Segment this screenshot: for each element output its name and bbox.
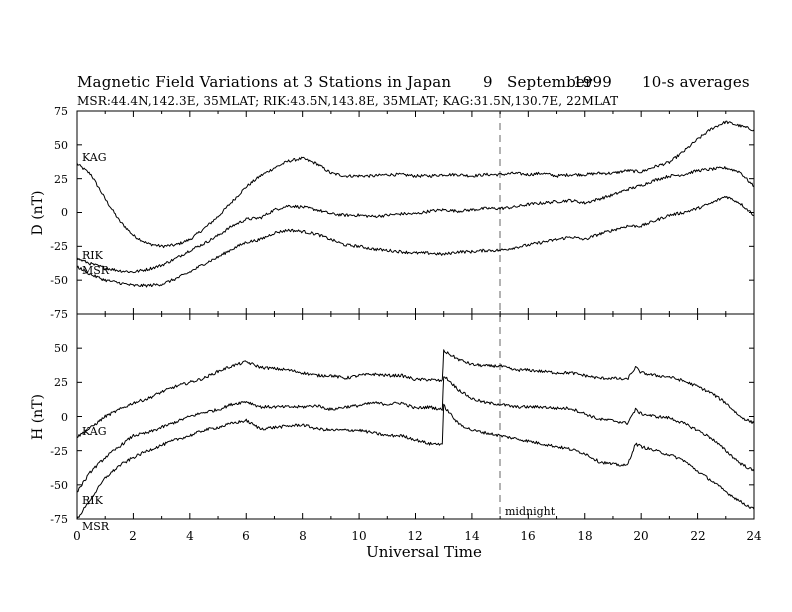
averaging-label: 10-s averages bbox=[642, 73, 750, 91]
h-ytick-label: -50 bbox=[50, 479, 68, 492]
d-rik-label: RIK bbox=[82, 249, 104, 262]
midnight-label: midnight bbox=[505, 505, 556, 518]
xtick-label: 24 bbox=[746, 529, 762, 543]
x-axis-label: Universal Time bbox=[366, 543, 482, 561]
h-ytick-label: 50 bbox=[54, 342, 68, 355]
h-ytick-label: 25 bbox=[54, 376, 68, 389]
xtick-label: 2 bbox=[129, 529, 137, 543]
d-ytick-label: -50 bbox=[50, 274, 68, 287]
xtick-label: 10 bbox=[351, 529, 366, 543]
h-series-rik bbox=[76, 376, 755, 493]
xtick-label: 16 bbox=[520, 529, 535, 543]
d-msr-label: MSR bbox=[82, 264, 110, 277]
h-ytick-label: -75 bbox=[50, 513, 68, 526]
xtick-label: 22 bbox=[690, 529, 705, 543]
d-axis-label: D (nT) bbox=[30, 191, 46, 236]
d-ytick-label: 25 bbox=[54, 173, 68, 186]
d-ytick-label: 75 bbox=[54, 105, 68, 118]
h-axis-label: H (nT) bbox=[30, 394, 46, 440]
xtick-label: 0 bbox=[73, 529, 81, 543]
d-ytick-label: -75 bbox=[50, 308, 68, 321]
d-kag-label: KAG bbox=[82, 151, 107, 164]
chart-title: Magnetic Field Variations at 3 Stations … bbox=[77, 73, 452, 91]
h-ytick-label: 0 bbox=[61, 411, 68, 424]
h-kag-label: KAG bbox=[82, 425, 107, 438]
station-info: MSR:44.4N,142.3E, 35MLAT; RIK:43.5N,143.… bbox=[77, 94, 619, 108]
xtick-label: 12 bbox=[407, 529, 422, 543]
date-day: 9 bbox=[483, 73, 493, 91]
date-month: September bbox=[507, 73, 593, 91]
date-year: 1999 bbox=[573, 73, 612, 91]
panel-d-frame bbox=[76, 110, 755, 315]
panel-h-frame bbox=[76, 313, 755, 520]
xtick-label: 8 bbox=[299, 529, 307, 543]
h-ytick-label: -25 bbox=[50, 445, 68, 458]
d-ytick-label: 50 bbox=[54, 139, 68, 152]
h-series-msr bbox=[76, 403, 755, 519]
xtick-label: 20 bbox=[633, 529, 648, 543]
xtick-label: 18 bbox=[577, 529, 592, 543]
xtick-label: 14 bbox=[464, 529, 480, 543]
d-series-rik bbox=[76, 166, 755, 274]
xtick-label: 4 bbox=[186, 529, 194, 543]
h-msr-label: MSR bbox=[82, 520, 110, 533]
h-series-kag bbox=[76, 349, 755, 439]
d-series-msr bbox=[76, 195, 755, 288]
d-ytick-label: 0 bbox=[61, 206, 68, 219]
xtick-label: 6 bbox=[242, 529, 250, 543]
d-series-kag bbox=[76, 120, 755, 249]
d-ytick-label: -25 bbox=[50, 240, 68, 253]
